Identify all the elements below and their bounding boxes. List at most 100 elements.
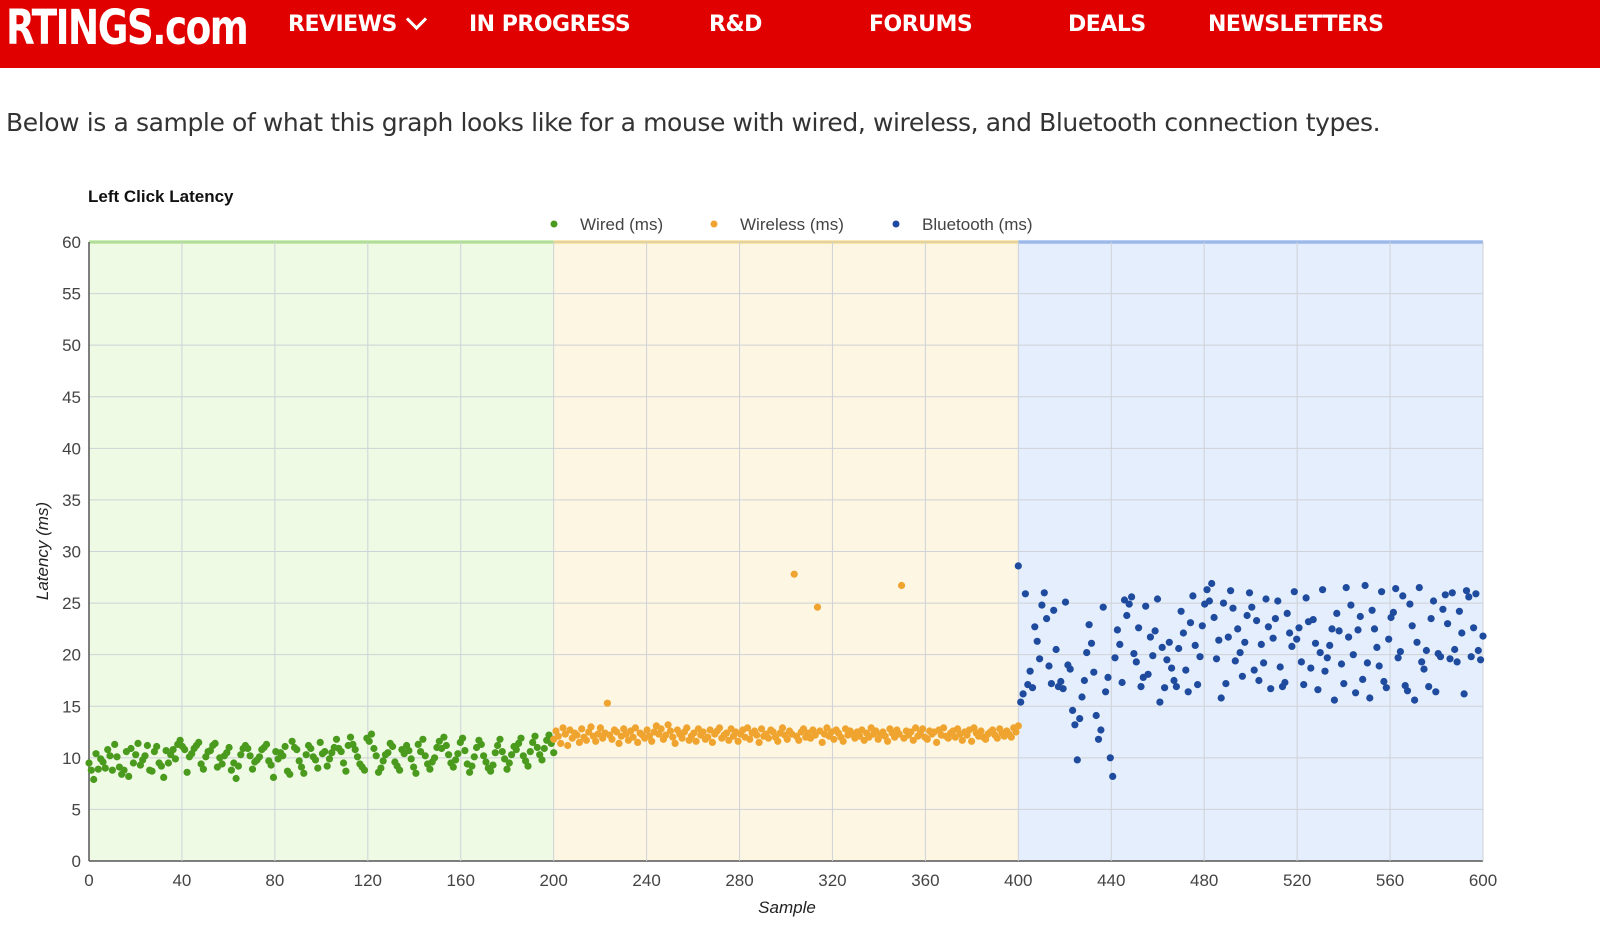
point-wired xyxy=(435,737,443,745)
point-wired xyxy=(225,743,233,752)
point-bluetooth xyxy=(1234,625,1242,633)
point-wireless xyxy=(1014,722,1022,730)
point-wired xyxy=(410,763,418,771)
point-wireless xyxy=(757,725,766,733)
point-wired xyxy=(412,769,420,777)
point-bluetooth xyxy=(1380,677,1388,686)
point-wired xyxy=(377,764,385,772)
point-wired xyxy=(529,738,537,747)
nav-newsletters[interactable]: NEWSLETTERS xyxy=(1208,12,1384,37)
point-bluetooth xyxy=(1253,617,1261,625)
point-bluetooth xyxy=(1375,662,1383,670)
point-wired xyxy=(419,735,427,743)
x-tick-label: 40 xyxy=(172,871,191,890)
point-bluetooth xyxy=(1116,640,1124,649)
nav-deals[interactable]: DEALS xyxy=(1068,12,1146,37)
point-bluetooth xyxy=(1146,633,1154,641)
point-bluetooth xyxy=(1453,658,1461,666)
point-wired xyxy=(323,762,331,770)
point-wired xyxy=(162,747,170,755)
point-bluetooth xyxy=(1198,622,1206,630)
point-bluetooth xyxy=(1328,625,1336,633)
point-bluetooth xyxy=(1118,678,1126,687)
point-wired xyxy=(367,730,376,738)
point-bluetooth xyxy=(1467,653,1475,661)
point-bluetooth xyxy=(1264,623,1272,631)
y-tick-label: 55 xyxy=(62,285,81,304)
point-bluetooth xyxy=(1059,685,1067,693)
point-bluetooth xyxy=(1069,706,1077,715)
point-bluetooth xyxy=(1229,604,1237,612)
point-wired xyxy=(396,766,404,774)
legend-label-wireless: Wireless (ms) xyxy=(740,215,844,234)
point-bluetooth xyxy=(1352,689,1360,697)
point-wired xyxy=(452,756,460,764)
point-bluetooth xyxy=(1257,640,1265,649)
point-bluetooth xyxy=(1439,605,1447,613)
point-wireless xyxy=(613,728,621,736)
point-wired xyxy=(143,741,151,750)
point-wired xyxy=(524,762,532,770)
site-logo[interactable]: RTINGS.com xyxy=(6,0,249,56)
nav-reviews[interactable]: REVIEWS xyxy=(288,0,427,50)
point-wireless xyxy=(594,730,602,738)
point-wired xyxy=(311,756,320,764)
point-bluetooth xyxy=(1019,690,1027,698)
legend-marker-bluetooth xyxy=(892,220,900,228)
y-tick-label: 20 xyxy=(62,646,81,665)
point-bluetooth xyxy=(1144,670,1152,678)
point-wired xyxy=(517,734,525,742)
point-wireless xyxy=(575,738,584,747)
nav-forums[interactable]: FORUMS xyxy=(869,12,973,37)
nav-rd[interactable]: R&D xyxy=(709,12,762,37)
point-wired xyxy=(232,774,240,783)
point-bluetooth xyxy=(1389,608,1397,617)
point-wired xyxy=(94,765,102,773)
point-wireless xyxy=(743,724,752,732)
point-wireless xyxy=(615,739,623,748)
point-wireless xyxy=(629,733,637,741)
x-tick-label: 240 xyxy=(632,871,660,890)
y-tick-label: 5 xyxy=(72,800,81,819)
point-bluetooth xyxy=(1271,615,1279,623)
point-wireless xyxy=(811,731,819,739)
point-wired xyxy=(470,753,478,761)
point-bluetooth xyxy=(1281,678,1289,687)
point-wired xyxy=(417,748,425,756)
point-wired xyxy=(141,752,149,760)
point-bluetooth xyxy=(1290,588,1298,596)
point-bluetooth xyxy=(1120,596,1129,604)
point-bluetooth xyxy=(1262,595,1270,603)
point-bluetooth xyxy=(1203,586,1211,594)
point-wired xyxy=(157,762,165,770)
point-bluetooth xyxy=(1161,684,1169,692)
point-wireless xyxy=(664,721,672,729)
point-wired xyxy=(297,763,306,771)
point-wireless xyxy=(933,738,941,747)
point-wired xyxy=(227,766,235,774)
point-bluetooth xyxy=(1036,655,1044,663)
nav-in-progress[interactable]: IN PROGRESS xyxy=(469,12,631,37)
y-tick-label: 25 xyxy=(62,594,81,613)
point-wired xyxy=(279,752,287,760)
point-wired xyxy=(431,754,439,762)
point-bluetooth xyxy=(1413,638,1421,646)
point-wired xyxy=(526,748,534,756)
point-wired xyxy=(244,744,252,753)
point-bluetooth xyxy=(1361,581,1369,590)
point-wireless xyxy=(823,724,831,732)
point-bluetooth xyxy=(1189,592,1197,600)
point-bluetooth xyxy=(1215,636,1223,644)
point-wired xyxy=(445,751,453,759)
legend-marker-wireless xyxy=(710,220,718,228)
point-wireless xyxy=(671,739,679,748)
point-wireless xyxy=(564,741,572,750)
point-wired xyxy=(87,766,95,774)
point-wired xyxy=(550,749,558,757)
point-bluetooth xyxy=(1186,619,1195,627)
point-wired xyxy=(211,739,219,748)
point-wired xyxy=(169,746,177,754)
point-wireless xyxy=(678,734,686,742)
point-wired xyxy=(503,765,511,773)
point-bluetooth xyxy=(1429,597,1438,605)
